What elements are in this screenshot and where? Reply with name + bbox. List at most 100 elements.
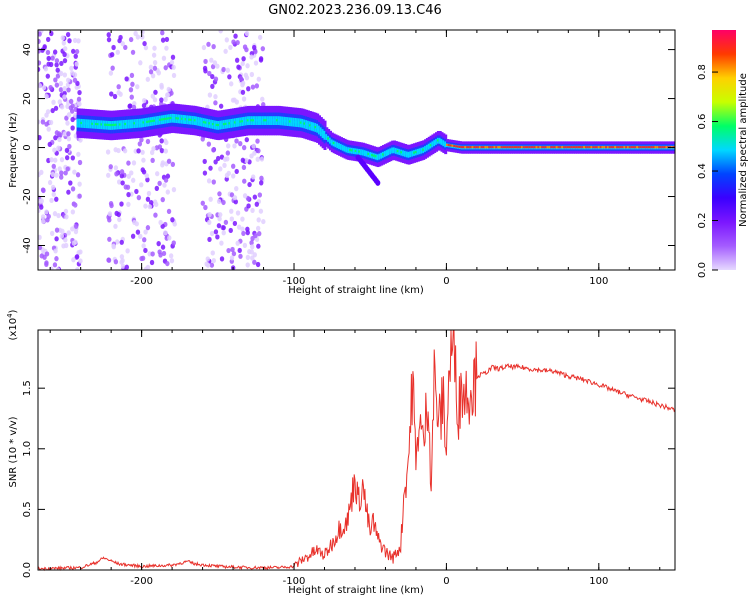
- ridge-peak-cell: [557, 146, 561, 149]
- noise-cell: [213, 94, 218, 100]
- ridge-peak-cell: [654, 146, 658, 149]
- noise-cell: [77, 193, 82, 199]
- noise-cell: [76, 249, 81, 256]
- ridge-peak-cell: [623, 146, 627, 149]
- noise-cell: [106, 257, 112, 263]
- ridge-peak-cell: [135, 122, 139, 125]
- ridge-peak-cell: [575, 146, 579, 149]
- noise-cell: [161, 250, 167, 257]
- ridge-peak-cell: [349, 148, 353, 152]
- ridge-peak-cell: [129, 122, 133, 125]
- noise-cell: [253, 60, 259, 66]
- noise-cell: [127, 103, 132, 109]
- ridge-peak-cell: [264, 119, 268, 122]
- noise-cell: [152, 65, 158, 71]
- noise-cell: [202, 170, 208, 176]
- ridge-peak-cell: [628, 146, 632, 149]
- noise-cell: [50, 184, 56, 190]
- noise-cell: [38, 66, 41, 73]
- noise-cell: [73, 112, 78, 119]
- noise-cell: [162, 182, 167, 188]
- ridge-peak-cell: [376, 155, 380, 158]
- ridge-peak-cell: [308, 124, 312, 127]
- noise-cell: [203, 58, 208, 65]
- noise-cell: [63, 208, 69, 214]
- noise-cell: [168, 253, 174, 259]
- noise-cell: [257, 231, 262, 237]
- noise-cell: [119, 254, 125, 260]
- noise-cell: [38, 31, 42, 37]
- ridge-peak-cell: [663, 146, 667, 149]
- ridge-peak-cell: [380, 154, 384, 157]
- ridge-peak-cell: [369, 153, 373, 156]
- snr-multiplier-exponent: 4: [6, 313, 14, 318]
- noise-cell: [208, 165, 213, 171]
- ridge-peak-cell: [599, 146, 603, 149]
- noise-cell: [112, 93, 118, 100]
- ridge-peak-cell: [522, 146, 526, 149]
- noise-cell: [147, 204, 153, 210]
- ridge-peak-cell: [363, 151, 367, 154]
- ridge-peak-cell: [173, 116, 177, 120]
- noise-cell: [75, 172, 81, 178]
- noise-cell: [229, 216, 235, 222]
- noise-cell: [47, 179, 53, 186]
- noise-cell: [256, 76, 262, 82]
- ridge-peak-cell: [619, 146, 623, 149]
- noise-cell: [126, 192, 131, 198]
- ridge-peak-cell: [153, 119, 157, 122]
- ridge-peak-cell: [455, 145, 459, 148]
- noise-cell: [208, 196, 213, 202]
- ridge-peak-cell: [299, 121, 303, 124]
- noise-cell: [252, 252, 257, 258]
- noise-cell: [72, 77, 78, 83]
- noise-cell: [238, 141, 243, 147]
- noise-cell: [71, 201, 77, 207]
- ridge-peak-cell: [427, 145, 431, 148]
- ridge-peak-cell: [120, 123, 124, 126]
- noise-cell: [218, 103, 224, 109]
- ridge-peak-cell: [625, 146, 629, 149]
- ridge-peak-cell: [524, 146, 528, 149]
- ridge-peak-cell: [462, 146, 466, 149]
- ridge-peak-cell: [288, 120, 292, 123]
- noise-cell: [244, 75, 250, 81]
- noise-cell: [238, 76, 244, 82]
- ridge-peak-cell: [89, 122, 93, 125]
- ridge-peak-cell: [343, 147, 347, 150]
- noise-cell: [163, 96, 168, 103]
- ridge-peak-cell: [436, 139, 440, 142]
- noise-cell: [65, 120, 70, 126]
- noise-cell: [113, 223, 118, 229]
- ridge-peak-cell: [115, 123, 119, 126]
- ridge-peak-cell: [338, 144, 342, 147]
- noise-cell: [105, 149, 111, 155]
- noise-cell: [244, 137, 250, 143]
- ridge-peak-cell: [230, 121, 234, 125]
- noise-cell: [212, 60, 218, 66]
- noise-cell: [244, 157, 249, 163]
- ridge-peak-cell: [105, 123, 109, 126]
- noise-cell: [153, 89, 158, 95]
- ridge-peak-cell: [473, 146, 477, 149]
- ridge-peak-cell: [367, 152, 371, 156]
- ridge-peak-cell: [647, 146, 651, 149]
- ridge-peak-cell: [650, 146, 654, 149]
- noise-cell: [66, 131, 71, 137]
- noise-cell: [172, 221, 177, 227]
- noise-cell: [207, 70, 212, 77]
- noise-cell: [130, 81, 135, 87]
- noise-cell: [44, 93, 49, 100]
- noise-cell: [207, 236, 212, 243]
- ridge-peak-cell: [515, 146, 519, 149]
- noise-cell: [224, 37, 230, 43]
- x-tick-label: 100: [589, 276, 608, 287]
- noise-cell: [59, 174, 64, 180]
- ridge-peak-cell: [402, 151, 406, 154]
- ridge-peak-cell: [162, 118, 166, 121]
- noise-cell: [136, 148, 141, 154]
- noise-cell: [229, 192, 235, 198]
- colorbar-ticks: 0.0 0.2 0.4 0.6 0.8: [697, 64, 718, 278]
- noise-cell: [247, 181, 252, 188]
- noise-cell: [224, 176, 229, 182]
